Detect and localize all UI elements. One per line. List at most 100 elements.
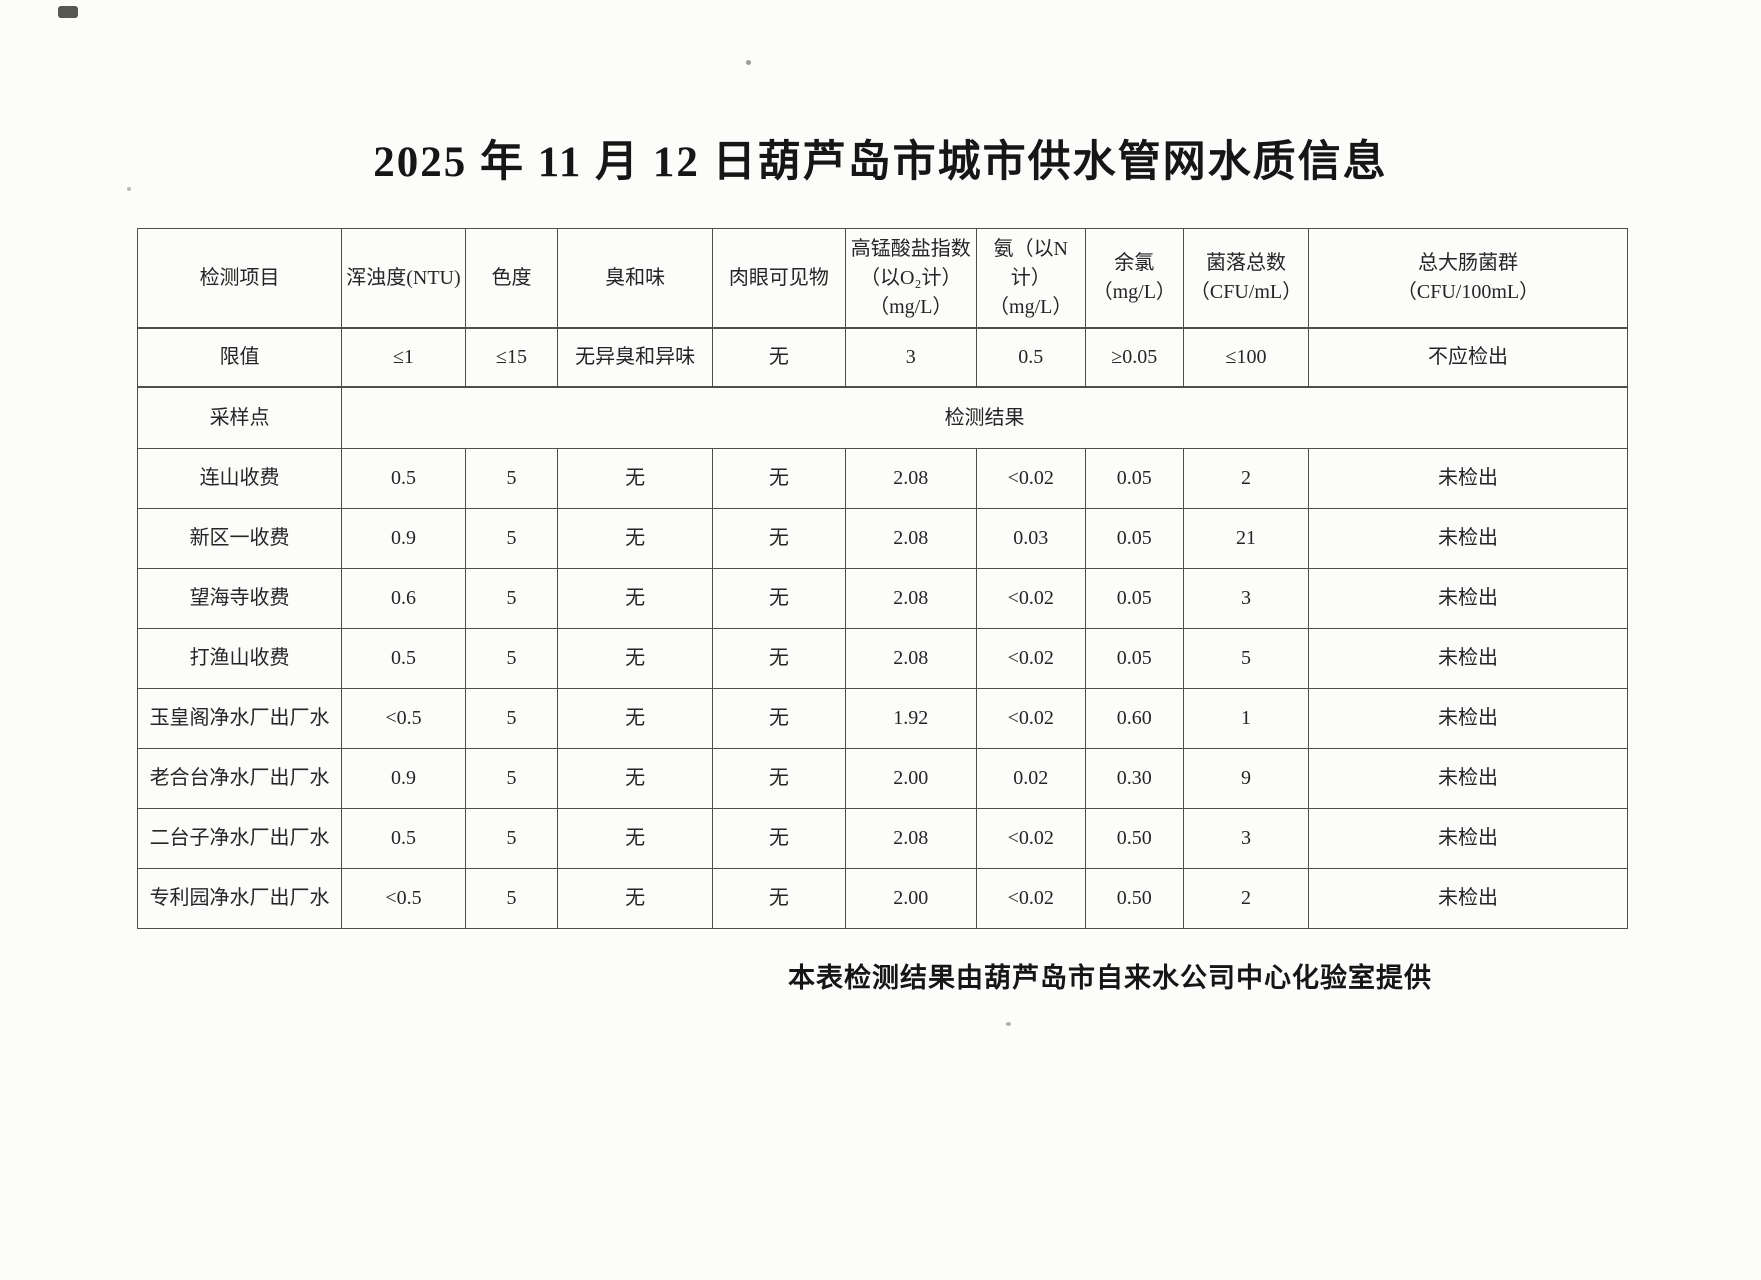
table-row: 专利园净水厂出厂水 <0.5 5 无无 2.00 <0.02 0.50 2 未检出 [136, 868, 1628, 929]
table-cell: 9 [1182, 748, 1310, 809]
water-quality-table: 检测项目 浑浊度(NTU) 色度 臭和味 肉眼可见物 高锰酸盐指数 （以O₂计）… [136, 228, 1628, 929]
table-cell: 0.30 [1084, 748, 1184, 809]
table-cell: 无 [557, 508, 714, 569]
limit-cell: ≤15 [464, 327, 559, 388]
table-cell: 未检出 [1308, 448, 1628, 509]
table-cell: 0.50 [1084, 868, 1184, 929]
site-cell: 老合台净水厂出厂水 [136, 748, 343, 809]
footer-note: 本表检测结果由葫芦岛市自来水公司中心化验室提供 [788, 963, 1432, 993]
table-cell: 5 [1182, 628, 1310, 689]
table-cell: 无 [557, 868, 714, 929]
table-cell: <0.02 [975, 568, 1086, 629]
limits-label-cell: 限值 [136, 327, 343, 388]
limit-cell: 无异臭和异味 [557, 327, 714, 388]
header-cell: 肉眼可见物 [712, 228, 846, 329]
sampling-row: 采样点 检测结果 [136, 386, 1628, 449]
table-cell: <0.5 [341, 688, 466, 749]
table-cell: 无 [557, 808, 714, 869]
header-cell: 臭和味 [557, 228, 714, 329]
table-cell: 0.03 [975, 508, 1086, 569]
table-cell: 2.08 [844, 508, 977, 569]
table-cell: 1 [1182, 688, 1310, 749]
table-cell: 5 [464, 808, 559, 869]
table-cell: 无 [712, 748, 846, 809]
limit-cell: ≥0.05 [1084, 327, 1184, 388]
table-row: 玉皇阁净水厂出厂水 <0.5 5 无无 1.92 <0.02 0.60 1 未检出 [136, 688, 1628, 749]
table-cell: 5 [464, 748, 559, 809]
table-cell: 无 [557, 568, 714, 629]
table-cell: 无 [557, 688, 714, 749]
table-cell: 0.6 [341, 568, 466, 629]
scan-speckle [746, 60, 751, 65]
table-cell: <0.02 [975, 868, 1086, 929]
table-cell: 2.00 [844, 868, 977, 929]
site-cell: 连山收费 [136, 448, 343, 509]
scan-speckle [58, 6, 78, 18]
table-cell: 0.60 [1084, 688, 1184, 749]
table-cell: 5 [464, 568, 559, 629]
limit-cell: 无 [712, 327, 846, 388]
table-row: 望海寺收费 0.6 5 无无 2.08 <0.02 0.05 3 未检出 [136, 568, 1628, 629]
limit-cell: ≤1 [341, 327, 466, 388]
table-cell: 5 [464, 448, 559, 509]
table-cell: 未检出 [1308, 508, 1628, 569]
header-cell: 浑浊度(NTU) [341, 228, 466, 329]
table-cell: 0.5 [341, 808, 466, 869]
sampling-label-cell: 采样点 [136, 386, 343, 449]
site-cell: 玉皇阁净水厂出厂水 [136, 688, 343, 749]
table-cell: 5 [464, 868, 559, 929]
table-cell: 3 [1182, 808, 1310, 869]
table-cell: 2.08 [844, 628, 977, 689]
table-cell: <0.02 [975, 688, 1086, 749]
table-cell: 0.05 [1084, 448, 1184, 509]
table-cell: 0.9 [341, 748, 466, 809]
table-cell: <0.5 [341, 868, 466, 929]
table-cell: 5 [464, 628, 559, 689]
table-cell: 0.02 [975, 748, 1086, 809]
table-cell: 无 [712, 568, 846, 629]
table-cell: 2.08 [844, 568, 977, 629]
table-cell: 0.50 [1084, 808, 1184, 869]
table-cell: 未检出 [1308, 868, 1628, 929]
table-cell: 无 [557, 628, 714, 689]
table-cell: 0.9 [341, 508, 466, 569]
header-cell: 菌落总数 （CFU/mL） [1182, 228, 1310, 329]
header-cell: 检测项目 [136, 228, 343, 329]
table-cell: 2.08 [844, 808, 977, 869]
table-row: 老合台净水厂出厂水 0.9 5 无无 2.00 0.02 0.30 9 未检出 [136, 748, 1628, 809]
table-cell: 2.08 [844, 448, 977, 509]
table-row: 连山收费 0.5 5 无无 2.08 <0.02 0.05 2 未检出 [136, 448, 1628, 509]
table-cell: 0.05 [1084, 628, 1184, 689]
limit-cell: ≤100 [1182, 327, 1310, 388]
scan-speckle [1006, 1022, 1011, 1026]
table-cell: 无 [712, 868, 846, 929]
table-cell: 未检出 [1308, 628, 1628, 689]
table-cell: 无 [712, 688, 846, 749]
table-cell: 0.05 [1084, 568, 1184, 629]
site-cell: 打渔山收费 [136, 628, 343, 689]
header-cell: 余氯 （mg/L） [1084, 228, 1184, 329]
table-cell: 2 [1182, 448, 1310, 509]
table-cell: 0.5 [341, 448, 466, 509]
table-cell: 1.92 [844, 688, 977, 749]
table-cell: 无 [557, 748, 714, 809]
site-cell: 专利园净水厂出厂水 [136, 868, 343, 929]
table-cell: 未检出 [1308, 808, 1628, 869]
table-row: 新区一收费 0.9 5 无无 2.08 0.03 0.05 21 未检出 [136, 508, 1628, 569]
result-label-cell: 检测结果 [341, 386, 1628, 449]
site-cell: 新区一收费 [136, 508, 343, 569]
site-cell: 望海寺收费 [136, 568, 343, 629]
table-cell: 5 [464, 508, 559, 569]
limits-row: 限值 ≤1 ≤15 无异臭和异味 无 3 0.5 ≥0.05 ≤100 不应检出 [136, 327, 1628, 388]
header-cell: 总大肠菌群 （CFU/100mL） [1308, 228, 1628, 329]
table-cell: 0.05 [1084, 508, 1184, 569]
table-cell: 无 [712, 508, 846, 569]
header-cell: 氨（以N计） （mg/L） [975, 228, 1086, 329]
header-cell: 高锰酸盐指数 （以O₂计） （mg/L） [844, 228, 977, 329]
table-cell: <0.02 [975, 628, 1086, 689]
limit-cell: 不应检出 [1308, 327, 1628, 388]
header-cell: 色度 [464, 228, 559, 329]
table-cell: 5 [464, 688, 559, 749]
table-cell: 无 [712, 448, 846, 509]
